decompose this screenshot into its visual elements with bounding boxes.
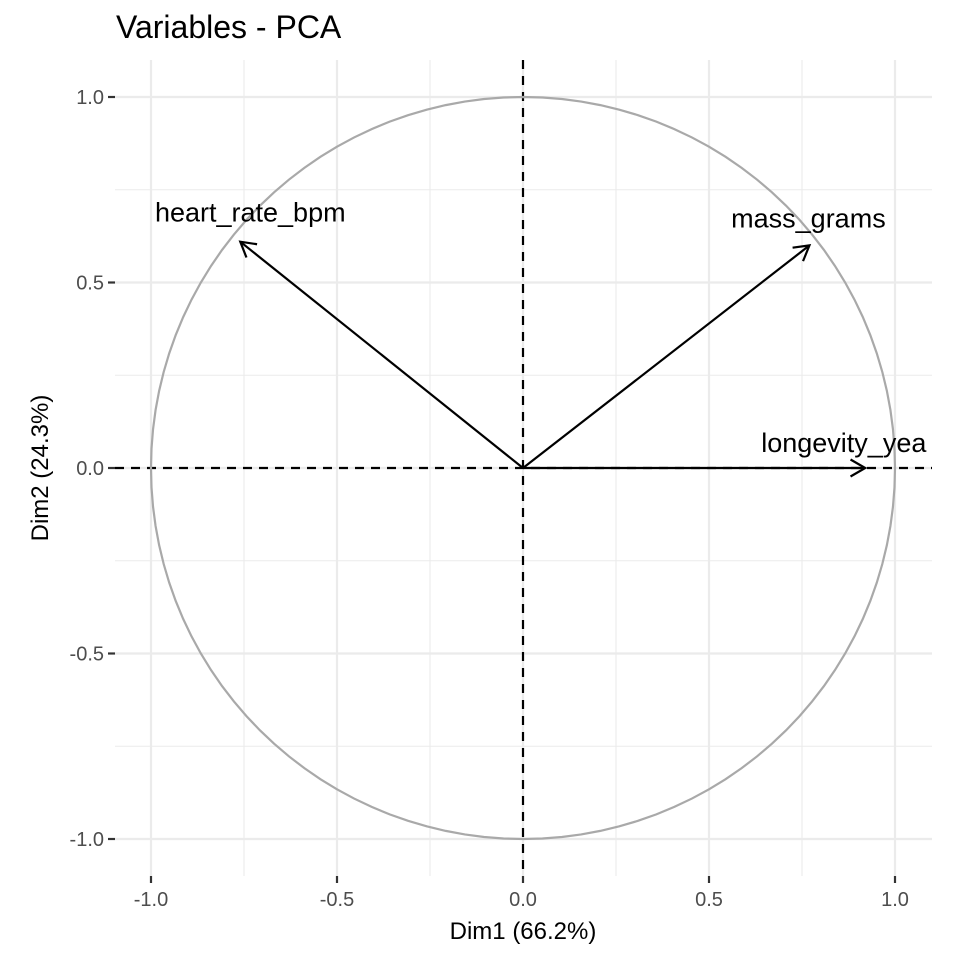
arrow-heart_rate_bpm bbox=[239, 240, 524, 469]
x-tick-label: 1.0 bbox=[881, 889, 909, 911]
variable-arrows bbox=[238, 240, 868, 478]
y-tick-label: -0.5 bbox=[70, 644, 104, 666]
y-axis-title: Dim2 (24.3%) bbox=[27, 395, 54, 542]
x-tick-label: 0.5 bbox=[695, 889, 723, 911]
arrow-mass_grams bbox=[522, 244, 811, 469]
arrowhead-mass_grams bbox=[792, 244, 812, 262]
y-tick-label: 0.5 bbox=[76, 273, 104, 295]
y-tick-label: -1.0 bbox=[70, 829, 104, 851]
variable-labels: heart_rate_bpm mass_grams longevity_yea bbox=[155, 198, 927, 458]
correlation-circle bbox=[149, 95, 897, 841]
x-tick-label: -1.0 bbox=[134, 889, 168, 911]
x-tick-label: -0.5 bbox=[320, 889, 354, 911]
chart-title: Variables - PCA bbox=[116, 9, 342, 45]
x-axis-title: Dim1 (66.2%) bbox=[450, 918, 597, 945]
y-tick-label: 0.0 bbox=[76, 458, 104, 480]
label-mass_grams: mass_grams bbox=[731, 203, 886, 233]
label-heart_rate_bpm: heart_rate_bpm bbox=[155, 198, 346, 228]
arrowhead-heart_rate_bpm bbox=[238, 240, 258, 258]
x-tick-label: 0.0 bbox=[509, 889, 537, 911]
axes: -1.0 -0.5 0.0 0.5 1.0 -1.0 -0.5 0.0 0.5 1.0 bbox=[70, 87, 909, 911]
arrowhead-longevity_years bbox=[849, 458, 868, 478]
y-tick-label: 1.0 bbox=[76, 87, 104, 109]
correlation-circle-layer bbox=[149, 95, 897, 841]
label-longevity_years: longevity_yea bbox=[761, 428, 927, 458]
